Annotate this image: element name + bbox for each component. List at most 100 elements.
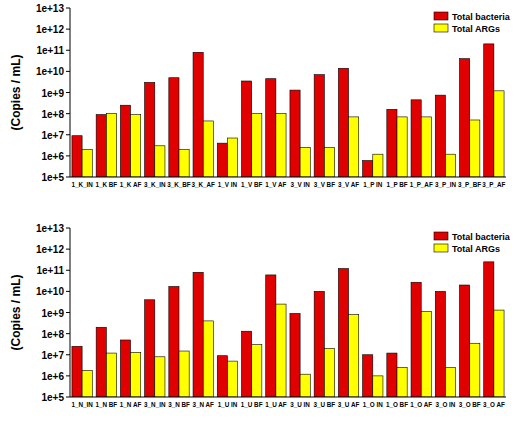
bar [387, 109, 397, 177]
x-tick-label: 3_N_IN [144, 401, 166, 408]
y-tick-label: 1e+11 [36, 265, 64, 276]
bar [338, 68, 348, 177]
bar [387, 353, 397, 397]
x-tick-label: 1_N BF [95, 401, 117, 408]
y-axis-label: (Copies / mL) [9, 274, 23, 350]
bar [484, 44, 494, 177]
bar [373, 376, 383, 397]
legend-label: Total bacteria [452, 12, 511, 22]
bar [227, 361, 237, 397]
bar [445, 154, 455, 177]
bar [203, 121, 213, 177]
y-tick-label: 1e+6 [41, 151, 64, 162]
bar [155, 357, 165, 397]
bar [300, 374, 310, 397]
y-tick [66, 50, 70, 51]
bar [179, 351, 189, 397]
x-tick-label: 1_O BF [386, 401, 408, 408]
y-tick-label: 1e+10 [36, 286, 65, 297]
bar [397, 367, 407, 397]
x-tick-label: 1_P BF [386, 181, 407, 188]
y-tick-label: 1e+8 [41, 329, 64, 340]
bar [145, 300, 155, 397]
legend-swatch [434, 232, 448, 240]
bar [290, 313, 300, 397]
x-tick-label: 1_P IN [363, 181, 383, 188]
bar [169, 78, 179, 177]
x-tick-label: 1_N_IN [71, 401, 93, 408]
bar [290, 90, 300, 177]
x-tick-label: 3_O IN [435, 401, 455, 408]
bar [411, 100, 421, 177]
bar [96, 115, 106, 177]
bar [349, 117, 359, 177]
x-tick-label: 1_U BF [241, 401, 263, 408]
bar [155, 146, 165, 177]
y-tick-label: 1e+7 [41, 130, 64, 141]
bar [324, 348, 334, 397]
x-tick-label: 1_V AF [265, 181, 286, 188]
bar [411, 282, 421, 397]
y-tick-label: 1e+11 [36, 45, 64, 56]
y-tick [66, 113, 70, 114]
bar [203, 321, 213, 397]
bar [266, 79, 276, 177]
legend-label: Total ARGs [452, 24, 500, 34]
y-tick [66, 29, 70, 30]
legend-label: Total ARGs [452, 244, 500, 254]
bar [494, 310, 504, 397]
x-axis [70, 177, 506, 178]
y-tick-label: 1e+9 [41, 88, 64, 99]
bar [131, 352, 141, 397]
y-tick-label: 1e+13 [36, 3, 65, 14]
y-tick-label: 1e+6 [41, 371, 64, 382]
x-tick-label: 3_O BF [459, 401, 481, 408]
x-tick-label: 3_U IN [290, 401, 310, 408]
bar [435, 291, 445, 397]
legend-swatch [434, 244, 448, 252]
y-axis [70, 8, 71, 177]
bar [314, 75, 324, 177]
x-tick-label: 3_P_AF [482, 181, 505, 188]
x-tick-label: 3_K_BF [167, 181, 191, 188]
y-tick [66, 71, 70, 72]
y-tick-label: 1e+10 [36, 66, 65, 77]
x-tick-label: 1_V IN [218, 181, 238, 188]
bars [72, 44, 504, 177]
y-tick-label: 1e+5 [41, 392, 64, 403]
y-tick-label: 1e+9 [41, 308, 64, 319]
chart: 1e+51e+61e+71e+81e+91e+101e+111e+121e+13… [9, 3, 511, 188]
bar [120, 105, 130, 177]
bar [193, 52, 203, 177]
x-tick-label: 1_P_AF [410, 181, 433, 188]
bar [421, 312, 431, 397]
x-tick-label: 3_K_IN [144, 181, 166, 188]
y-tick [66, 354, 70, 355]
bar [179, 150, 189, 177]
x-tick-label: 1_K_IN [71, 181, 93, 188]
x-tick-label: 1_O AF [410, 401, 432, 408]
chart: 1e+51e+61e+71e+81e+91e+101e+111e+121e+13… [9, 223, 511, 408]
y-tick [66, 155, 70, 156]
bar [106, 114, 116, 177]
x-tick-label: 1_K BF [95, 181, 117, 188]
bars [72, 262, 504, 397]
bar [300, 147, 310, 177]
x-tick-label: 1_V BF [241, 181, 263, 188]
y-tick [66, 270, 70, 271]
bar [459, 59, 469, 177]
y-tick [66, 291, 70, 292]
figure: 1e+5 1e+6 1e+7 1e+8 1e+9 1e+10 1e+11 1e+12 1e+13… [0, 0, 516, 433]
x-tick-label: 1_N AF [120, 401, 142, 408]
bar [470, 343, 480, 397]
bar [96, 327, 106, 397]
bar [314, 291, 324, 397]
bar [266, 275, 276, 397]
bar [421, 117, 431, 177]
y-axis-label: (Copies / mL) [9, 54, 23, 130]
y-tick-label: 1e+12 [36, 244, 65, 255]
x-tick-label: 3_K_AF [191, 181, 215, 188]
x-tick-label: 3_P_IN [435, 181, 456, 188]
bar [470, 120, 480, 177]
bar [494, 91, 504, 177]
